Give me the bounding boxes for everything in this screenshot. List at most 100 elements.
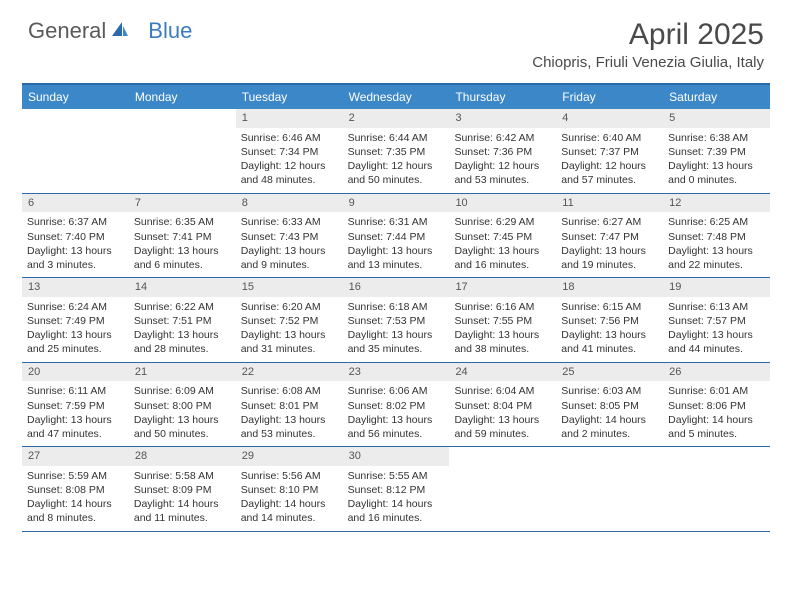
day-details: Sunrise: 6:20 AMSunset: 7:52 PMDaylight:…: [236, 297, 343, 362]
day-number: 18: [556, 278, 663, 297]
day-number: 27: [22, 447, 129, 466]
sunset-line: Sunset: 7:44 PM: [348, 230, 445, 244]
brand-logo: General Blue: [28, 18, 192, 44]
sunrise-line: Sunrise: 6:22 AM: [134, 300, 231, 314]
daylight-line: Daylight: 12 hours and 48 minutes.: [241, 159, 338, 187]
day-number: 29: [236, 447, 343, 466]
sunset-line: Sunset: 7:57 PM: [668, 314, 765, 328]
calendar-cell: 2Sunrise: 6:44 AMSunset: 7:35 PMDaylight…: [343, 109, 450, 193]
sunset-line: Sunset: 7:43 PM: [241, 230, 338, 244]
sunset-line: Sunset: 8:08 PM: [27, 483, 124, 497]
page-title: April 2025: [532, 18, 764, 52]
brand-part2: Blue: [148, 18, 192, 44]
day-details: Sunrise: 6:22 AMSunset: 7:51 PMDaylight:…: [129, 297, 236, 362]
sunrise-line: Sunrise: 6:29 AM: [454, 215, 551, 229]
sunset-line: Sunset: 8:05 PM: [561, 399, 658, 413]
sunrise-line: Sunrise: 6:06 AM: [348, 384, 445, 398]
day-details: Sunrise: 6:16 AMSunset: 7:55 PMDaylight:…: [449, 297, 556, 362]
daylight-line: Daylight: 13 hours and 13 minutes.: [348, 244, 445, 272]
day-details: Sunrise: 6:04 AMSunset: 8:04 PMDaylight:…: [449, 381, 556, 446]
calendar-cell: 15Sunrise: 6:20 AMSunset: 7:52 PMDayligh…: [236, 278, 343, 362]
sunrise-line: Sunrise: 6:24 AM: [27, 300, 124, 314]
daylight-line: Daylight: 14 hours and 14 minutes.: [241, 497, 338, 525]
sunset-line: Sunset: 8:10 PM: [241, 483, 338, 497]
sunset-line: Sunset: 7:51 PM: [134, 314, 231, 328]
calendar-cell: 11Sunrise: 6:27 AMSunset: 7:47 PMDayligh…: [556, 194, 663, 278]
sunrise-line: Sunrise: 6:46 AM: [241, 131, 338, 145]
sunrise-line: Sunrise: 6:01 AM: [668, 384, 765, 398]
day-number: 21: [129, 363, 236, 382]
calendar-cell: 17Sunrise: 6:16 AMSunset: 7:55 PMDayligh…: [449, 278, 556, 362]
sunrise-line: Sunrise: 6:40 AM: [561, 131, 658, 145]
daylight-line: Daylight: 13 hours and 3 minutes.: [27, 244, 124, 272]
day-details: Sunrise: 6:29 AMSunset: 7:45 PMDaylight:…: [449, 212, 556, 277]
page-header: General Blue April 2025 Chiopris, Friuli…: [0, 0, 792, 77]
sunrise-line: Sunrise: 6:08 AM: [241, 384, 338, 398]
day-details: Sunrise: 6:31 AMSunset: 7:44 PMDaylight:…: [343, 212, 450, 277]
daylight-line: Daylight: 13 hours and 0 minutes.: [668, 159, 765, 187]
weekday-header-row: SundayMondayTuesdayWednesdayThursdayFrid…: [22, 85, 770, 109]
calendar-cell: 6Sunrise: 6:37 AMSunset: 7:40 PMDaylight…: [22, 194, 129, 278]
day-number: 1: [236, 109, 343, 128]
calendar-cell: 27Sunrise: 5:59 AMSunset: 8:08 PMDayligh…: [22, 447, 129, 531]
weekday-header: Saturday: [663, 85, 770, 109]
day-number: 6: [22, 194, 129, 213]
sunset-line: Sunset: 7:52 PM: [241, 314, 338, 328]
title-block: April 2025 Chiopris, Friuli Venezia Giul…: [532, 18, 764, 71]
daylight-line: Daylight: 13 hours and 35 minutes.: [348, 328, 445, 356]
daylight-line: Daylight: 13 hours and 28 minutes.: [134, 328, 231, 356]
sunset-line: Sunset: 7:35 PM: [348, 145, 445, 159]
daylight-line: Daylight: 12 hours and 57 minutes.: [561, 159, 658, 187]
calendar-cell: 18Sunrise: 6:15 AMSunset: 7:56 PMDayligh…: [556, 278, 663, 362]
sunrise-line: Sunrise: 6:09 AM: [134, 384, 231, 398]
logo-sail-icon: [110, 18, 130, 44]
day-number: 17: [449, 278, 556, 297]
day-details: Sunrise: 6:42 AMSunset: 7:36 PMDaylight:…: [449, 128, 556, 193]
weekday-header: Sunday: [22, 85, 129, 109]
sunrise-line: Sunrise: 6:25 AM: [668, 215, 765, 229]
daylight-line: Daylight: 13 hours and 16 minutes.: [454, 244, 551, 272]
daylight-line: Daylight: 13 hours and 38 minutes.: [454, 328, 551, 356]
day-details: Sunrise: 6:24 AMSunset: 7:49 PMDaylight:…: [22, 297, 129, 362]
sunrise-line: Sunrise: 5:56 AM: [241, 469, 338, 483]
calendar-cell: 9Sunrise: 6:31 AMSunset: 7:44 PMDaylight…: [343, 194, 450, 278]
day-details: Sunrise: 6:08 AMSunset: 8:01 PMDaylight:…: [236, 381, 343, 446]
sunset-line: Sunset: 8:04 PM: [454, 399, 551, 413]
daylight-line: Daylight: 13 hours and 19 minutes.: [561, 244, 658, 272]
calendar-cell: 24Sunrise: 6:04 AMSunset: 8:04 PMDayligh…: [449, 363, 556, 447]
day-number: 13: [22, 278, 129, 297]
calendar-cell: 14Sunrise: 6:22 AMSunset: 7:51 PMDayligh…: [129, 278, 236, 362]
calendar-week: 27Sunrise: 5:59 AMSunset: 8:08 PMDayligh…: [22, 447, 770, 532]
sunrise-line: Sunrise: 6:18 AM: [348, 300, 445, 314]
calendar-cell: 16Sunrise: 6:18 AMSunset: 7:53 PMDayligh…: [343, 278, 450, 362]
daylight-line: Daylight: 14 hours and 2 minutes.: [561, 413, 658, 441]
daylight-line: Daylight: 14 hours and 11 minutes.: [134, 497, 231, 525]
sunrise-line: Sunrise: 6:42 AM: [454, 131, 551, 145]
sunset-line: Sunset: 7:59 PM: [27, 399, 124, 413]
daylight-line: Daylight: 13 hours and 22 minutes.: [668, 244, 765, 272]
daylight-line: Daylight: 13 hours and 25 minutes.: [27, 328, 124, 356]
day-number: 5: [663, 109, 770, 128]
sunrise-line: Sunrise: 6:20 AM: [241, 300, 338, 314]
daylight-line: Daylight: 13 hours and 53 minutes.: [241, 413, 338, 441]
daylight-line: Daylight: 13 hours and 56 minutes.: [348, 413, 445, 441]
day-number: 16: [343, 278, 450, 297]
sunrise-line: Sunrise: 6:27 AM: [561, 215, 658, 229]
day-number: 20: [22, 363, 129, 382]
calendar-cell: 5Sunrise: 6:38 AMSunset: 7:39 PMDaylight…: [663, 109, 770, 193]
day-number: 9: [343, 194, 450, 213]
day-details: Sunrise: 6:03 AMSunset: 8:05 PMDaylight:…: [556, 381, 663, 446]
sunrise-line: Sunrise: 5:58 AM: [134, 469, 231, 483]
day-number: 28: [129, 447, 236, 466]
day-number: 2: [343, 109, 450, 128]
sunset-line: Sunset: 7:49 PM: [27, 314, 124, 328]
day-details: Sunrise: 6:15 AMSunset: 7:56 PMDaylight:…: [556, 297, 663, 362]
day-details: Sunrise: 6:11 AMSunset: 7:59 PMDaylight:…: [22, 381, 129, 446]
calendar-week: 20Sunrise: 6:11 AMSunset: 7:59 PMDayligh…: [22, 363, 770, 448]
sunset-line: Sunset: 8:12 PM: [348, 483, 445, 497]
day-number: 11: [556, 194, 663, 213]
daylight-line: Daylight: 13 hours and 31 minutes.: [241, 328, 338, 356]
weekday-header: Tuesday: [236, 85, 343, 109]
day-number: 10: [449, 194, 556, 213]
day-number: 3: [449, 109, 556, 128]
